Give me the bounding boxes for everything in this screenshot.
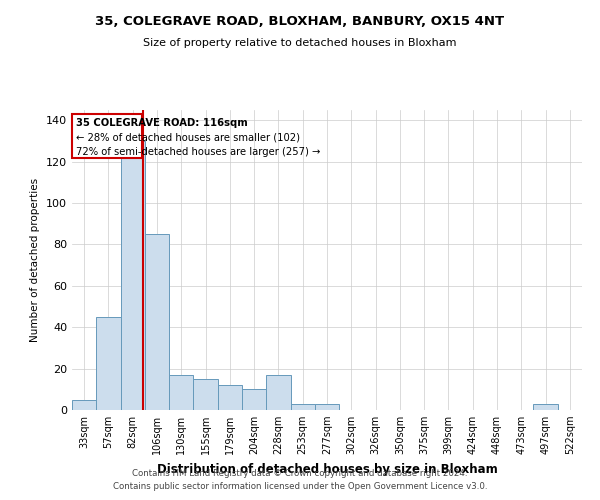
Text: 35, COLEGRAVE ROAD, BLOXHAM, BANBURY, OX15 4NT: 35, COLEGRAVE ROAD, BLOXHAM, BANBURY, OX… — [95, 15, 505, 28]
Bar — [533, 404, 558, 410]
Bar — [242, 390, 266, 410]
Text: Contains HM Land Registry data © Crown copyright and database right 2024.: Contains HM Land Registry data © Crown c… — [132, 468, 468, 477]
X-axis label: Distribution of detached houses by size in Bloxham: Distribution of detached houses by size … — [157, 462, 497, 475]
Text: ← 28% of detached houses are smaller (102): ← 28% of detached houses are smaller (10… — [76, 133, 299, 143]
FancyBboxPatch shape — [72, 114, 142, 158]
Bar — [145, 234, 169, 410]
Bar — [96, 317, 121, 410]
Bar — [315, 404, 339, 410]
Text: Size of property relative to detached houses in Bloxham: Size of property relative to detached ho… — [143, 38, 457, 48]
Bar — [72, 400, 96, 410]
Text: Contains public sector information licensed under the Open Government Licence v3: Contains public sector information licen… — [113, 482, 487, 491]
Bar — [193, 379, 218, 410]
Bar — [266, 375, 290, 410]
Bar — [121, 141, 145, 410]
Text: 72% of semi-detached houses are larger (257) →: 72% of semi-detached houses are larger (… — [76, 147, 320, 157]
Text: 35 COLEGRAVE ROAD: 116sqm: 35 COLEGRAVE ROAD: 116sqm — [76, 118, 247, 128]
Y-axis label: Number of detached properties: Number of detached properties — [31, 178, 40, 342]
Bar — [218, 385, 242, 410]
Bar — [290, 404, 315, 410]
Bar — [169, 375, 193, 410]
